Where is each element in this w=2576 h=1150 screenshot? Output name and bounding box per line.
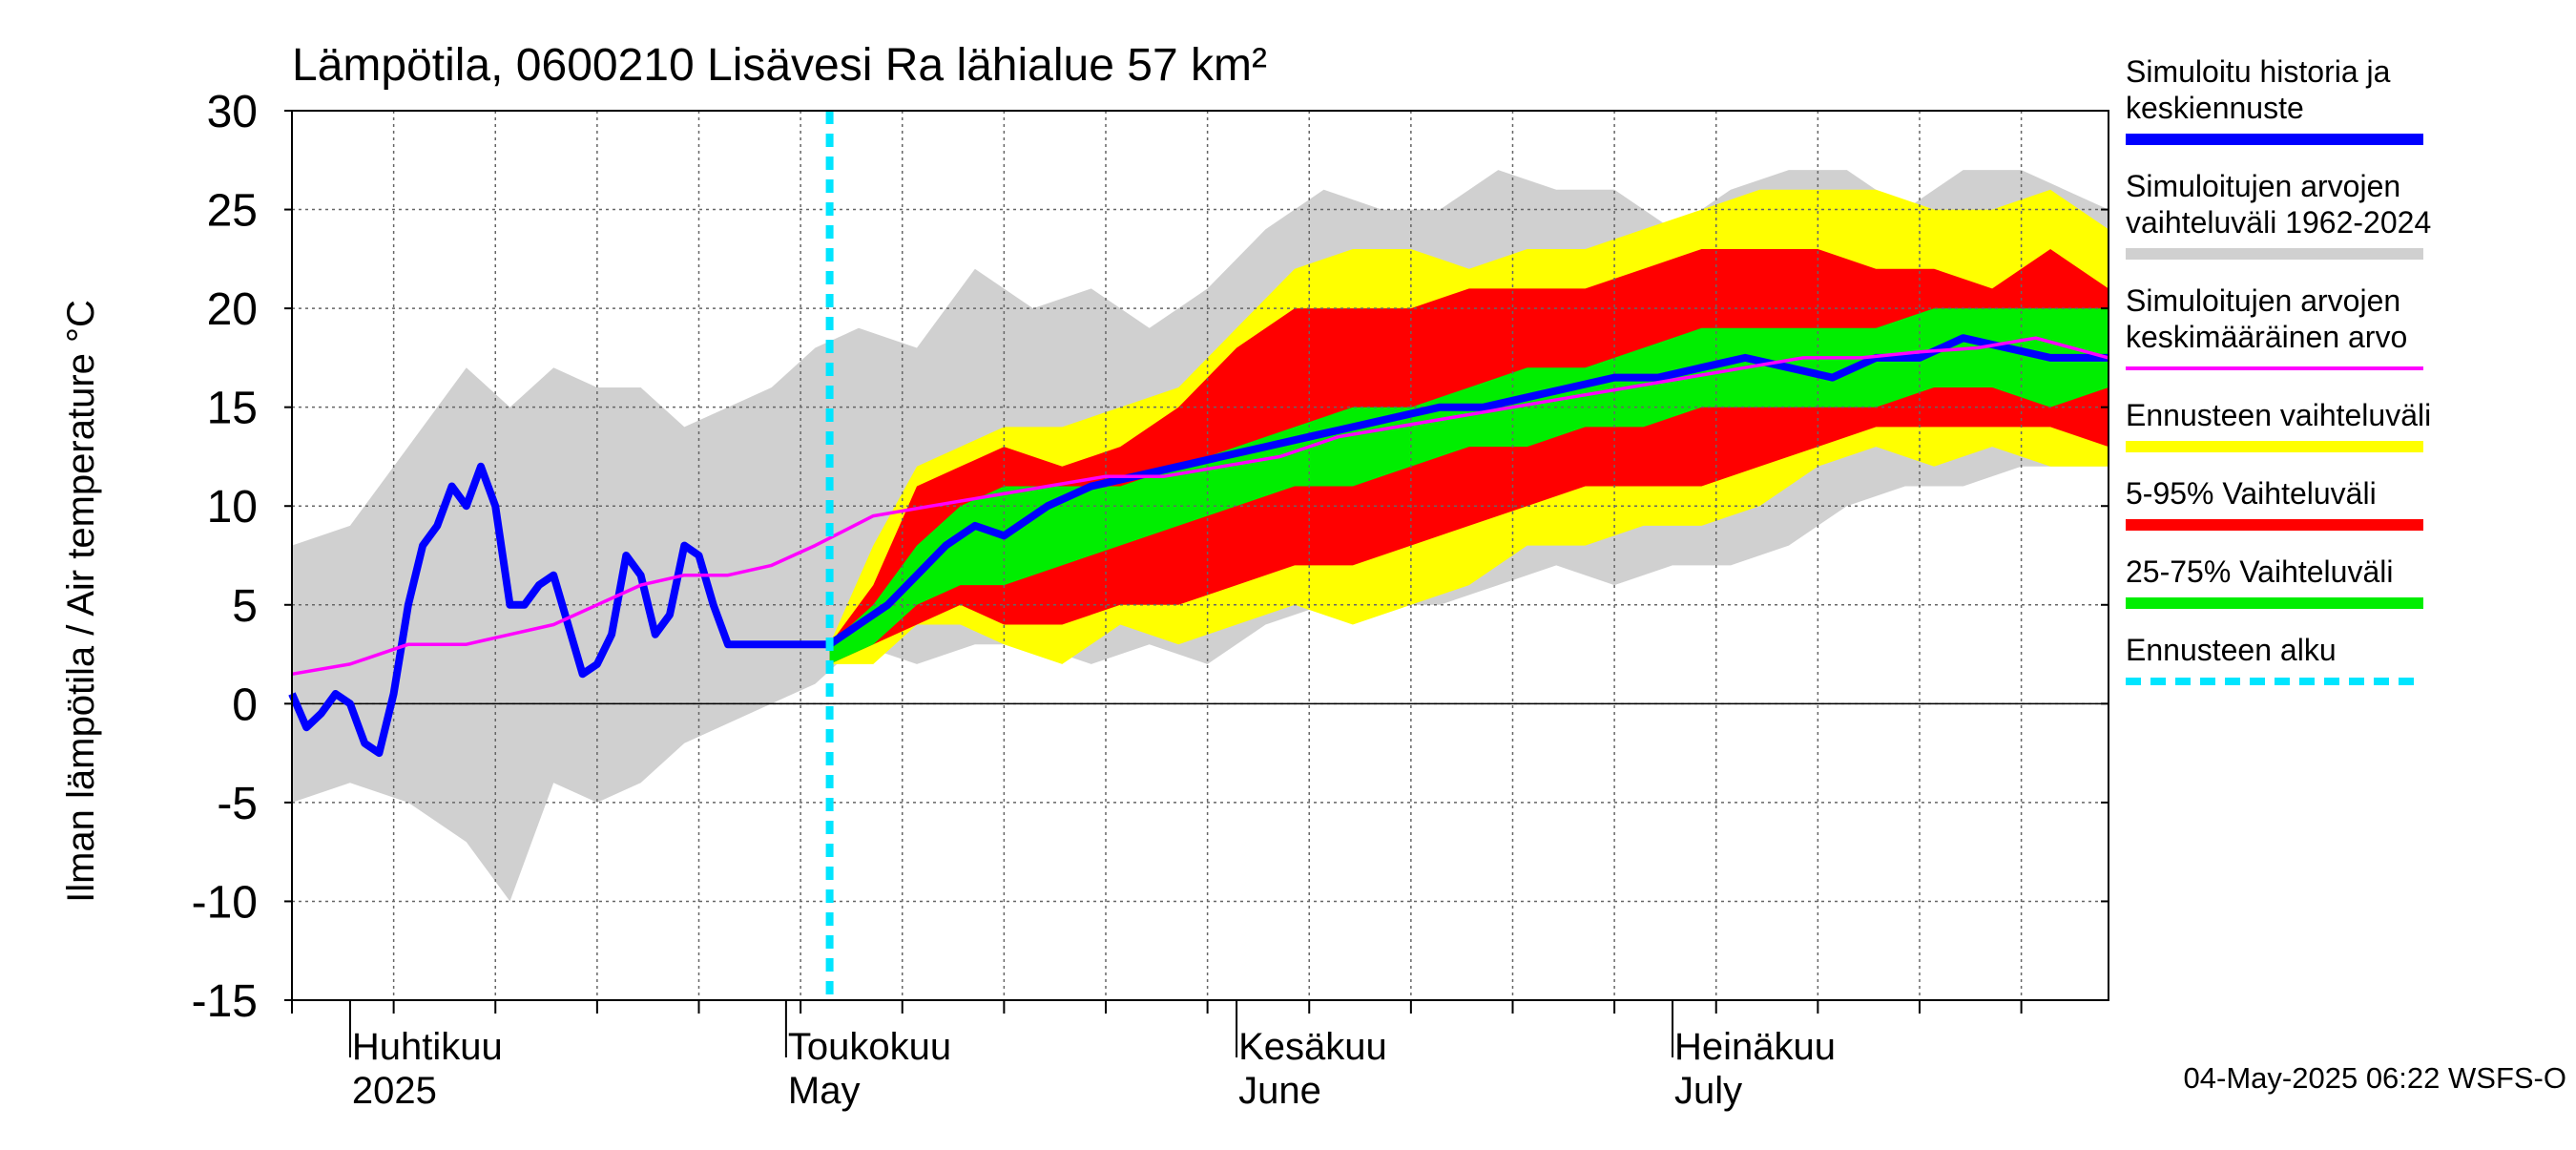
y-tick-label: 5 <box>232 581 258 632</box>
y-tick-label: 15 <box>207 384 258 434</box>
legend-label: keskiennuste <box>2126 91 2304 125</box>
line-history <box>288 462 830 758</box>
y-tick-label: 0 <box>232 680 258 730</box>
legend-label: 25-75% Vaihteluväli <box>2126 554 2393 589</box>
legend-label: vaihteluväli 1962-2024 <box>2126 205 2431 240</box>
legend-label: 5-95% Vaihteluväli <box>2126 476 2377 511</box>
band-25-75 <box>829 308 2109 664</box>
x-month-label-en: May <box>788 1070 861 1112</box>
legend-label: Ennusteen vaihteluväli <box>2126 398 2431 432</box>
y-tick-label: 25 <box>207 186 258 237</box>
chart-title: Lämpötila, 0600210 Lisävesi Ra lähialue … <box>292 40 1267 91</box>
legend-label: Simuloitu historia ja <box>2126 54 2391 89</box>
legend-label: keskimääräinen arvo <box>2126 320 2407 354</box>
y-tick-label: -5 <box>217 779 258 829</box>
line-mean <box>291 336 2109 677</box>
line-forecast-median <box>827 334 2109 648</box>
x-month-label: Toukokuu <box>788 1026 951 1068</box>
plot-frame <box>291 110 2109 1001</box>
legend-label: Simuloitujen arvojen <box>2126 169 2400 203</box>
legend-label: Ennusteen alku <box>2126 633 2337 667</box>
x-month-label: Huhtikuu <box>352 1026 503 1068</box>
x-month-label: Kesäkuu <box>1238 1026 1387 1068</box>
y-tick-label: -15 <box>192 976 258 1027</box>
legend-label: Simuloitujen arvojen <box>2126 283 2400 318</box>
axes: -15-10-5051015202530Huhtikuu2025Toukokuu… <box>192 87 2109 1112</box>
y-tick-label: -10 <box>192 877 258 928</box>
x-month-label-en: June <box>1238 1070 1321 1112</box>
timestamp-footer: 04-May-2025 06:22 WSFS-O <box>2184 1061 2566 1095</box>
x-month-label-en: July <box>1674 1070 1742 1112</box>
y-axis-label: Ilman lämpötila / Air temperature °C <box>60 300 102 903</box>
y-tick-label: 30 <box>207 87 258 137</box>
y-tick-label: 20 <box>207 284 258 335</box>
x-month-label: Heinäkuu <box>1674 1026 1836 1068</box>
y-tick-label: 10 <box>207 482 258 533</box>
x-month-label-en: 2025 <box>352 1070 437 1112</box>
